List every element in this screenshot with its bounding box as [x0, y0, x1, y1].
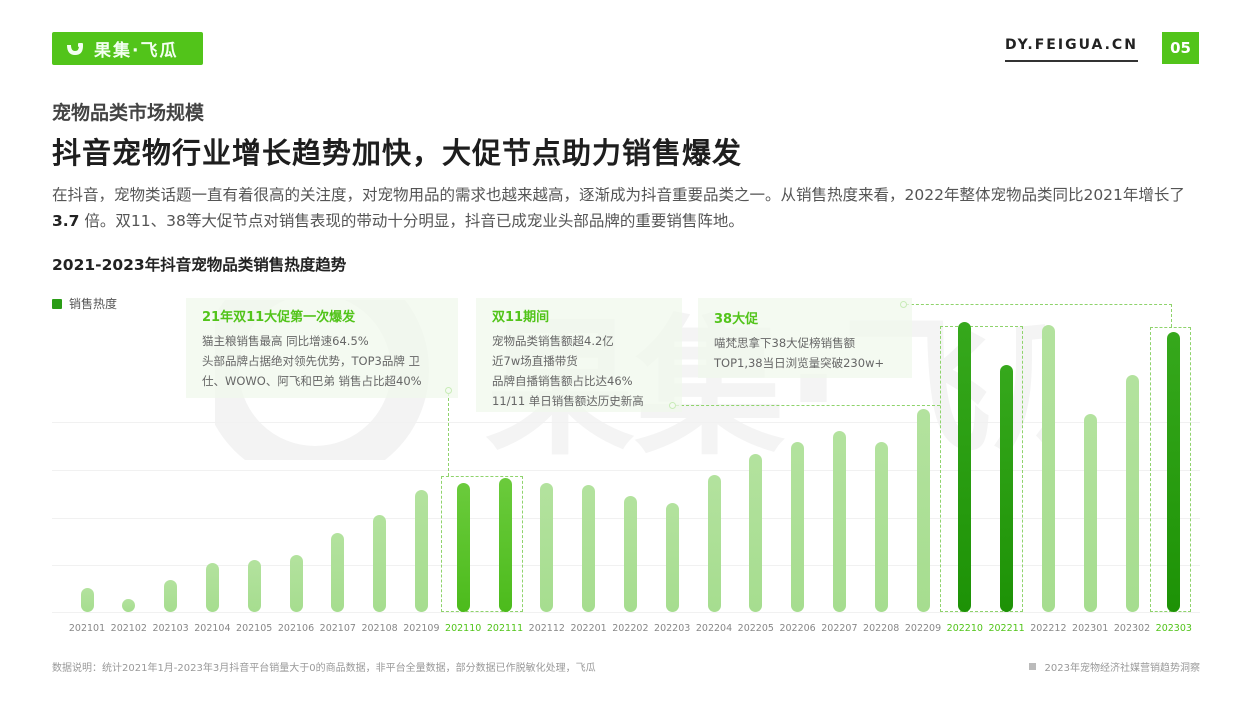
x-axis-label: 202110: [445, 623, 482, 634]
x-axis-label: 202105: [236, 623, 273, 634]
x-axis-label: 202205: [737, 623, 774, 634]
annotation-line: 猫主粮销售最高 同比增速64.5%: [202, 334, 369, 348]
section-label: 宠物品类市场规模: [52, 102, 205, 124]
annotation-38-promo: 38大促 喵梵思拿下38大促榜销售额 TOP1,38当日浏览量突破230w+: [698, 298, 912, 378]
x-axis-label: 202208: [863, 623, 900, 634]
x-axis-label: 202109: [403, 623, 440, 634]
page-title: 抖音宠物行业增长趋势加快，大促节点助力销售爆发: [52, 136, 743, 170]
x-axis-label: 202102: [110, 623, 147, 634]
annotation-title: 双11期间: [492, 310, 550, 325]
highlight-box-2021-double11: [441, 476, 523, 612]
chart-legend: 销售热度: [52, 295, 117, 312]
bar-202302: [1125, 375, 1139, 612]
annotation-line: 宠物品类销售额超4.2亿: [492, 334, 614, 348]
x-axis-label: 202302: [1113, 623, 1151, 634]
bar-chart-plot: [52, 300, 1200, 612]
intro-highlight-number: 3.7: [52, 212, 80, 230]
gridline: [52, 470, 1200, 471]
bar-202110: [456, 482, 470, 612]
data-footnote: 数据说明：统计2021年1月-2023年3月抖音平台销量大于0的商品数据，非平台…: [52, 663, 596, 674]
x-axis-label: 202104: [194, 623, 231, 634]
x-axis-label: 202203: [654, 623, 691, 634]
x-axis-label: 202206: [779, 623, 816, 634]
bar-202211: [1000, 364, 1014, 612]
x-axis-label: 202204: [695, 623, 733, 634]
x-axis-label: 202106: [277, 623, 315, 634]
bar-202108: [373, 515, 387, 612]
x-axis-label: 202211: [988, 623, 1025, 634]
page-number: 05: [1162, 32, 1199, 64]
square-bullet-icon: [1028, 663, 1036, 670]
bar-202101: [80, 588, 94, 612]
x-axis-label: 202201: [570, 623, 607, 634]
x-axis-label: 202209: [904, 623, 942, 634]
logo-text: 果集·飞瓜: [94, 41, 179, 61]
x-axis-labels: 202101 202102 202103 202104 202105 202106 2021…: [52, 623, 1200, 637]
bar-202111: [498, 477, 512, 612]
bar-202210: [958, 321, 972, 612]
x-axis-label: 202111: [486, 623, 524, 634]
bar-202106: [289, 554, 303, 612]
chart-baseline: [52, 612, 1200, 613]
bar-202103: [164, 579, 178, 612]
x-axis-label: 202107: [319, 623, 356, 634]
annotation-line: 喵梵思拿下38大促榜销售额: [714, 336, 856, 350]
bar-202303: [1167, 332, 1181, 612]
bar-202201: [582, 485, 596, 612]
annotation-line: TOP1,38当日浏览量突破230w+: [714, 356, 885, 370]
bar-202203: [665, 503, 679, 612]
site-url-link[interactable]: DY.FEIGUA.CN: [1005, 37, 1138, 62]
gridline: [52, 422, 1200, 423]
brand-logo: 果集·飞瓜: [52, 32, 203, 65]
x-axis-label: 202301: [1072, 623, 1109, 634]
annotation-line: 近7w场直播带货: [492, 354, 578, 368]
x-axis-label: 202303: [1155, 623, 1192, 634]
intro-text-2: 倍。双11、38等大促节点对销售表现的带动十分明显，抖音已成宠业头部品牌的重要销…: [79, 212, 744, 230]
annotation-title: 21年双11大促第一次爆发: [202, 310, 356, 325]
bar-202102: [122, 599, 136, 612]
guoji-logo-icon: [67, 42, 83, 55]
x-axis-label: 202210: [946, 623, 983, 634]
annotation-title: 38大促: [714, 312, 759, 327]
bar-202301: [1083, 414, 1097, 612]
bar-202109: [414, 490, 428, 612]
x-axis-label: 202202: [612, 623, 649, 634]
bar-202107: [331, 533, 345, 612]
annotation-2021-double11: 21年双11大促第一次爆发 猫主粮销售最高 同比增速64.5% 头部品牌占据绝对…: [186, 298, 458, 398]
connector-line: [1171, 304, 1172, 327]
annotation-double11-period: 双11期间 宠物品类销售额超4.2亿 近7w场直播带货 品牌自播销售额占比达46…: [476, 298, 682, 412]
bar-202104: [205, 562, 219, 612]
legend-swatch: [52, 298, 62, 309]
x-axis-label: 202207: [821, 623, 858, 634]
connector-line: [676, 405, 940, 406]
x-axis-label: 202101: [68, 623, 106, 634]
report-name: 2023年宠物经济社媒营销趋势洞察: [1028, 659, 1200, 674]
bar-202202: [623, 495, 637, 612]
bar-202205: [749, 453, 763, 612]
connector-line: [906, 304, 1172, 305]
bar-202206: [791, 442, 805, 612]
bar-202212: [1041, 324, 1055, 612]
bar-202208: [874, 442, 888, 612]
annotation-line: 11/11 单日销售额达历史新高: [492, 394, 644, 408]
x-axis-label: 202103: [152, 623, 189, 634]
report-name-text: 2023年宠物经济社媒营销趋势洞察: [1044, 663, 1200, 674]
bar-202209: [916, 408, 930, 612]
annotation-line: 头部品牌占据绝对领先优势，TOP3品牌 卫: [202, 354, 420, 368]
x-axis-label: 202212: [1030, 623, 1067, 634]
intro-text-1: 在抖音，宠物类话题一直有着很高的关注度，对宠物用品的需求也越来越高，逐渐成为抖音…: [52, 186, 1185, 204]
annotation-line: 仕、WOWO、阿飞和巴弟 销售占比超40%: [202, 374, 422, 388]
chart-title: 2021-2023年抖音宠物品类销售热度趋势: [52, 256, 347, 274]
bar-202204: [707, 475, 721, 612]
bar-202207: [832, 431, 846, 612]
x-axis-label: 202112: [528, 623, 565, 634]
bar-202105: [247, 560, 261, 612]
legend-label: 销售热度: [69, 297, 118, 311]
highlight-box-2022-double11: [940, 326, 1023, 612]
intro-paragraph: 在抖音，宠物类话题一直有着很高的关注度，对宠物用品的需求也越来越高，逐渐成为抖音…: [52, 182, 1202, 234]
annotation-line: 品牌自播销售额占比达46%: [492, 374, 633, 388]
connector-line: [448, 393, 449, 476]
x-axis-label: 202108: [361, 623, 398, 634]
bar-202112: [540, 482, 554, 612]
